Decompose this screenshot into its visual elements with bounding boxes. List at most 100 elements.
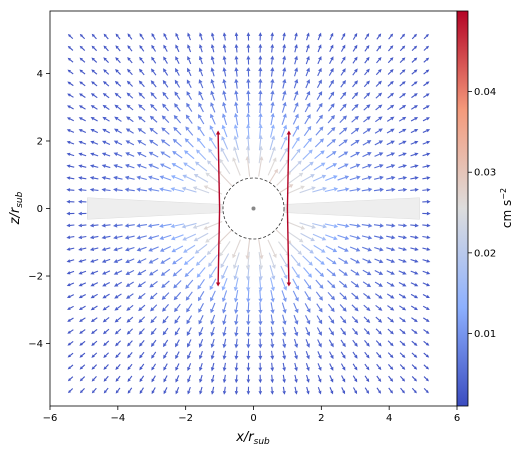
field-arrow (318, 363, 321, 371)
field-arrow (377, 364, 382, 370)
field-arrow (182, 234, 196, 240)
field-arrow (125, 223, 135, 227)
field-arrow (67, 283, 74, 286)
field-arrow (102, 153, 110, 157)
field-arrow (67, 105, 74, 109)
field-arrow (290, 243, 302, 255)
field-arrow (163, 364, 167, 371)
field-arrow (270, 32, 274, 40)
field-arrow (91, 341, 97, 346)
field-arrow (398, 164, 407, 168)
field-arrow (140, 33, 144, 39)
field-arrow (67, 259, 75, 262)
field-arrow (362, 259, 371, 264)
field-arrow (185, 126, 192, 135)
field-arrow (377, 388, 381, 394)
field-arrow (163, 56, 167, 63)
field-arrow (316, 115, 323, 124)
field-arrow (173, 280, 181, 288)
field-arrow (223, 56, 227, 65)
field-arrow (187, 316, 192, 325)
field-arrow (222, 102, 226, 113)
field-arrow (306, 79, 310, 88)
field-arrow (411, 129, 418, 133)
field-arrow (211, 32, 215, 40)
field-arrow (90, 141, 98, 144)
field-arrow (340, 104, 346, 111)
field-arrow (103, 364, 108, 369)
field-arrow (362, 176, 372, 180)
field-arrow (197, 138, 205, 148)
field-arrow (351, 152, 360, 157)
field-arrow (352, 116, 359, 122)
field-arrow (90, 247, 98, 251)
field-arrow (234, 278, 238, 292)
field-arrow (305, 102, 310, 111)
field-arrow (339, 139, 348, 146)
field-arrow (125, 176, 135, 180)
field-arrow (339, 269, 348, 275)
field-arrow (67, 93, 73, 97)
field-arrow (270, 44, 274, 53)
field-arrow (198, 114, 204, 124)
field-arrow (187, 375, 190, 383)
field-arrow (351, 270, 360, 276)
field-arrow (282, 79, 286, 89)
field-arrow (315, 138, 324, 147)
field-arrow (91, 81, 97, 86)
field-arrow (161, 281, 169, 288)
strong-arrow (287, 209, 291, 287)
field-arrow (398, 176, 407, 180)
field-arrow (139, 80, 145, 86)
field-arrow (103, 329, 109, 334)
field-arrow (422, 188, 430, 192)
field-arrow (325, 224, 338, 228)
field-arrow (282, 67, 286, 76)
field-arrow (210, 102, 215, 112)
field-arrow (376, 69, 381, 75)
field-arrow (350, 224, 361, 228)
field-arrow (400, 329, 406, 334)
field-arrow (305, 291, 311, 301)
field-arrow (102, 259, 110, 263)
field-arrow (198, 102, 203, 112)
field-arrow (270, 315, 274, 326)
field-arrow (282, 363, 286, 372)
field-arrow (187, 44, 190, 52)
field-arrow (412, 376, 417, 381)
field-arrow (258, 44, 262, 53)
field-arrow (151, 364, 155, 371)
field-arrow (246, 79, 250, 89)
colorbar-tick-label: 0.04 (474, 87, 496, 98)
field-arrow (340, 92, 346, 99)
field-arrow (281, 136, 287, 149)
field-arrow (67, 306, 74, 310)
field-arrow (377, 33, 381, 39)
field-arrow (399, 117, 406, 121)
field-arrow (163, 68, 168, 75)
field-arrow (350, 187, 361, 191)
field-arrow (127, 341, 132, 347)
field-arrow (186, 115, 192, 124)
field-arrow (294, 387, 297, 395)
field-arrow (209, 137, 216, 149)
field-arrow (293, 114, 298, 125)
field-arrow (282, 303, 286, 314)
field-arrow (375, 282, 383, 287)
field-arrow (91, 69, 97, 74)
field-arrow (102, 176, 111, 180)
field-arrow (270, 55, 274, 64)
field-arrow (102, 271, 110, 275)
field-arrow (235, 375, 239, 383)
field-arrow (374, 176, 384, 180)
field-arrow (246, 90, 250, 101)
field-arrow (386, 247, 395, 251)
field-arrow (162, 304, 168, 311)
field-arrow (424, 46, 429, 51)
field-arrow (232, 240, 240, 259)
field-arrow (211, 387, 214, 395)
field-arrow (211, 44, 215, 52)
field-arrow (270, 302, 274, 313)
field-arrow (280, 147, 288, 161)
